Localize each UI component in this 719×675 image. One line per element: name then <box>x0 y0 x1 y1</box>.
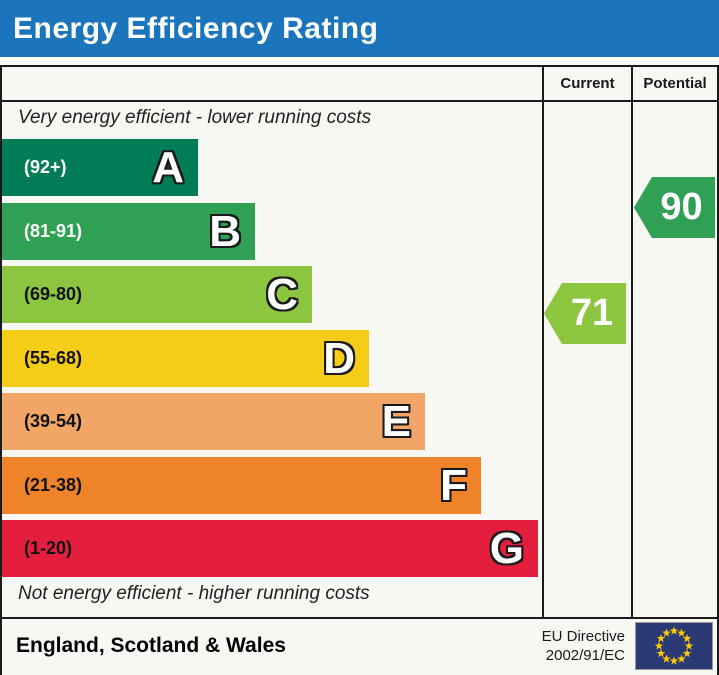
rating-bands: (92+) A (81-91) B (69-80) C (55-68) D (3… <box>2 139 538 584</box>
band-g: (1-20) G <box>2 520 538 577</box>
region-label: England, Scotland & Wales <box>16 634 286 657</box>
title-bar: Energy Efficiency Rating <box>0 0 719 57</box>
current-rating-value: 71 <box>570 292 614 334</box>
band-b: (81-91) B <box>2 202 255 260</box>
potential-rating-arrow: 90 <box>634 177 715 238</box>
bottom-note: Not energy efficient - higher running co… <box>18 583 370 604</box>
current-rating-arrow: 71 <box>544 283 626 344</box>
eu-flag-icon <box>635 622 713 670</box>
column-divider <box>631 67 633 617</box>
band-letter: G <box>489 524 524 573</box>
top-note: Very energy efficient - lower running co… <box>18 107 372 128</box>
footer: England, Scotland & Wales EU Directive 2… <box>2 617 717 673</box>
page-title: Energy Efficiency Rating <box>13 11 379 45</box>
band-range-label: (81-91) <box>24 220 83 241</box>
band-letter: C <box>266 270 298 319</box>
current-column-header: Current <box>560 75 615 92</box>
band-letter: E <box>381 397 411 446</box>
potential-rating-value: 90 <box>660 186 703 228</box>
rating-table: Current Potential Very energy efficient … <box>0 65 719 675</box>
eu-directive-line1: EU Directive <box>541 627 625 645</box>
band-letter: A <box>152 143 184 192</box>
eu-directive-line2: 2002/91/EC <box>545 647 625 664</box>
band-c: (69-80) C <box>2 266 312 323</box>
band-letter: F <box>440 460 467 510</box>
band-e: (39-54) E <box>2 393 425 450</box>
band-a: (92+) A <box>2 139 198 196</box>
rating-chart: Current Potential Very energy efficient … <box>2 67 717 617</box>
eu-directive-label: EU Directive 2002/91/EC <box>542 627 625 666</box>
band-f: (21-38) F <box>2 456 481 514</box>
band-letter: B <box>209 206 241 256</box>
column-divider <box>542 67 544 617</box>
band-range-label: (55-68) <box>24 347 83 368</box>
band-range-label: (21-38) <box>24 474 83 495</box>
band-range-label: (1-20) <box>24 538 73 558</box>
band-letter: D <box>323 333 355 383</box>
potential-column-header: Potential <box>643 75 707 92</box>
band-d: (55-68) D <box>2 329 369 387</box>
band-range-label: (92+) <box>24 157 67 177</box>
header-divider <box>2 100 717 102</box>
band-range-label: (39-54) <box>24 411 83 431</box>
band-range-label: (69-80) <box>24 284 83 304</box>
